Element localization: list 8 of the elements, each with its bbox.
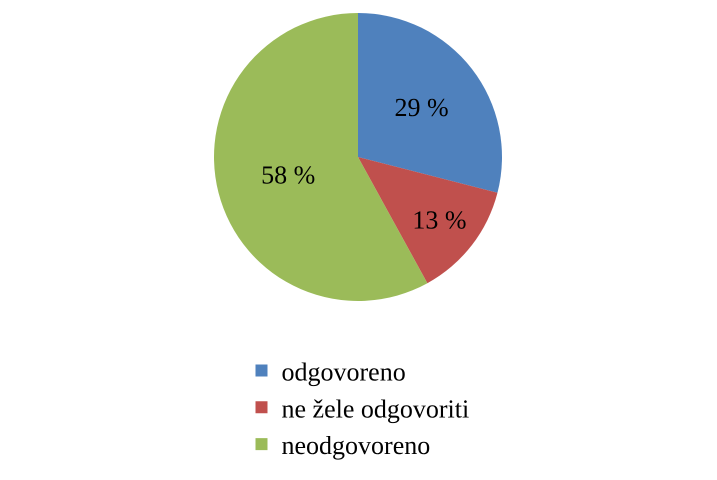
data-label: 13 % bbox=[412, 206, 467, 235]
legend-label: neodgovoreno bbox=[282, 431, 430, 460]
data-label: 58 % bbox=[261, 160, 316, 190]
legend-label: odgovoreno bbox=[282, 358, 406, 387]
pie-slice bbox=[358, 157, 498, 284]
data-label: 29 % bbox=[394, 93, 449, 122]
legend-label: ne žele odgovoriti bbox=[282, 394, 470, 424]
pie-slice bbox=[358, 13, 502, 193]
